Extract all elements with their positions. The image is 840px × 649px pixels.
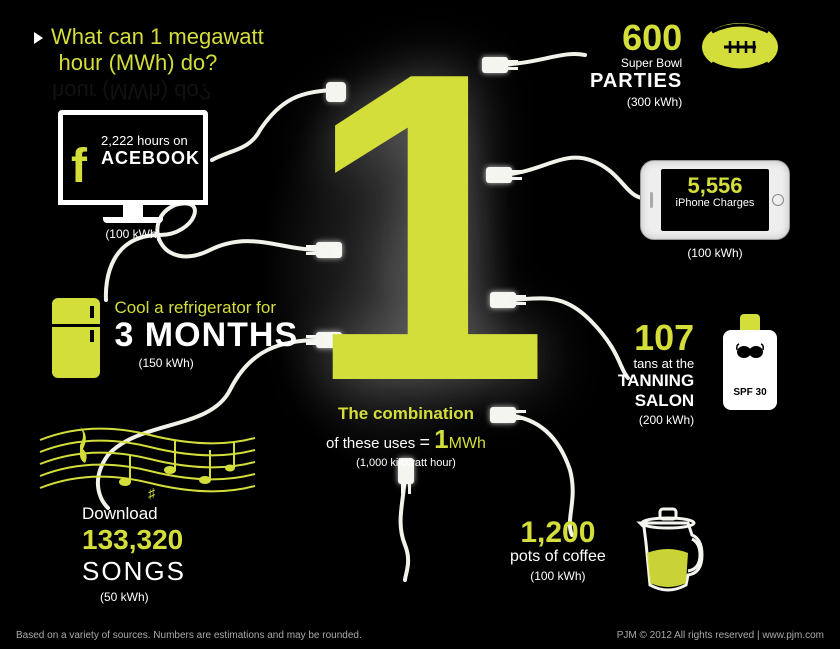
songs-count: 133,320 [82,524,186,556]
tanning-kwh: (200 kWh) [618,413,694,427]
summary-line2: of these uses = 1MWh [306,424,506,455]
facebook-text: 2,222 hours on ACEBOOK [101,133,200,169]
footer-right: PJM © 2012 All rights reserved | www.pjm… [617,630,824,641]
sunscreen-icon: SPF 30 [720,310,780,410]
iphone-icon: 5,556 iPhone Charges [640,160,790,240]
title-reflection: hour (MWh) do? [52,78,211,104]
arrow-icon [34,32,43,44]
facebook-block: f 2,222 hours on ACEBOOK (100 kWh) [58,110,208,241]
fridge-lead: Cool a refrigerator for [114,298,298,318]
summary-note: (1,000 kilowatt hour) [306,457,506,469]
title: What can 1 megawatt hour (MWh) do? [34,24,264,77]
sunglasses-icon [735,340,765,362]
superbowl-block: 600 Super Bowl PARTIES (300 kWh) [590,20,682,109]
summary: The combination of these uses = 1MWh (1,… [306,404,506,469]
music-icon: ♯ [30,420,260,510]
svg-text:♯: ♯ [148,485,156,501]
songs-kwh: (50 kWh) [100,590,186,604]
big-one: 1 [305,8,530,448]
fridge-icon [52,298,100,378]
fridge-big: 3 MONTHS [114,318,298,352]
football-icon [700,20,780,75]
iphone-block: 5,556 iPhone Charges (100 kWh) [640,160,790,260]
songs-lead: Download [82,504,186,524]
iphone-count: 5,556 [665,175,765,197]
tanning-count: 107 [618,320,694,356]
coffeepot-icon [628,505,708,595]
tanning-block: 107 tans at the TANNING SALON (200 kWh) [618,320,694,427]
fridge-kwh: (150 kWh) [138,356,298,370]
summary-line1: The combination [306,404,506,424]
fridge-block: Cool a refrigerator for 3 MONTHS (150 kW… [52,298,298,378]
superbowl-kwh: (300 kWh) [590,95,682,109]
iphone-kwh: (100 kWh) [640,246,790,260]
coffee-count: 1,200 [510,518,606,548]
footer-left: Based on a variety of sources. Numbers a… [16,630,362,641]
monitor-icon: f 2,222 hours on ACEBOOK [58,110,208,205]
title-line1: What can 1 megawatt [51,24,264,49]
superbowl-count: 600 [590,20,682,56]
songs-block: Download 133,320 SONGS (50 kWh) [82,504,186,604]
facebook-f-icon: f [71,139,87,194]
spf-label: SPF 30 [723,387,777,398]
coffee-block: 1,200 pots of coffee (100 kWh) [510,518,606,583]
facebook-kwh: (100 kWh) [58,227,208,241]
songs-label: SONGS [82,556,186,587]
coffee-kwh: (100 kWh) [510,569,606,583]
footer: Based on a variety of sources. Numbers a… [16,630,824,641]
title-line2: hour (MWh) do? [58,50,217,75]
